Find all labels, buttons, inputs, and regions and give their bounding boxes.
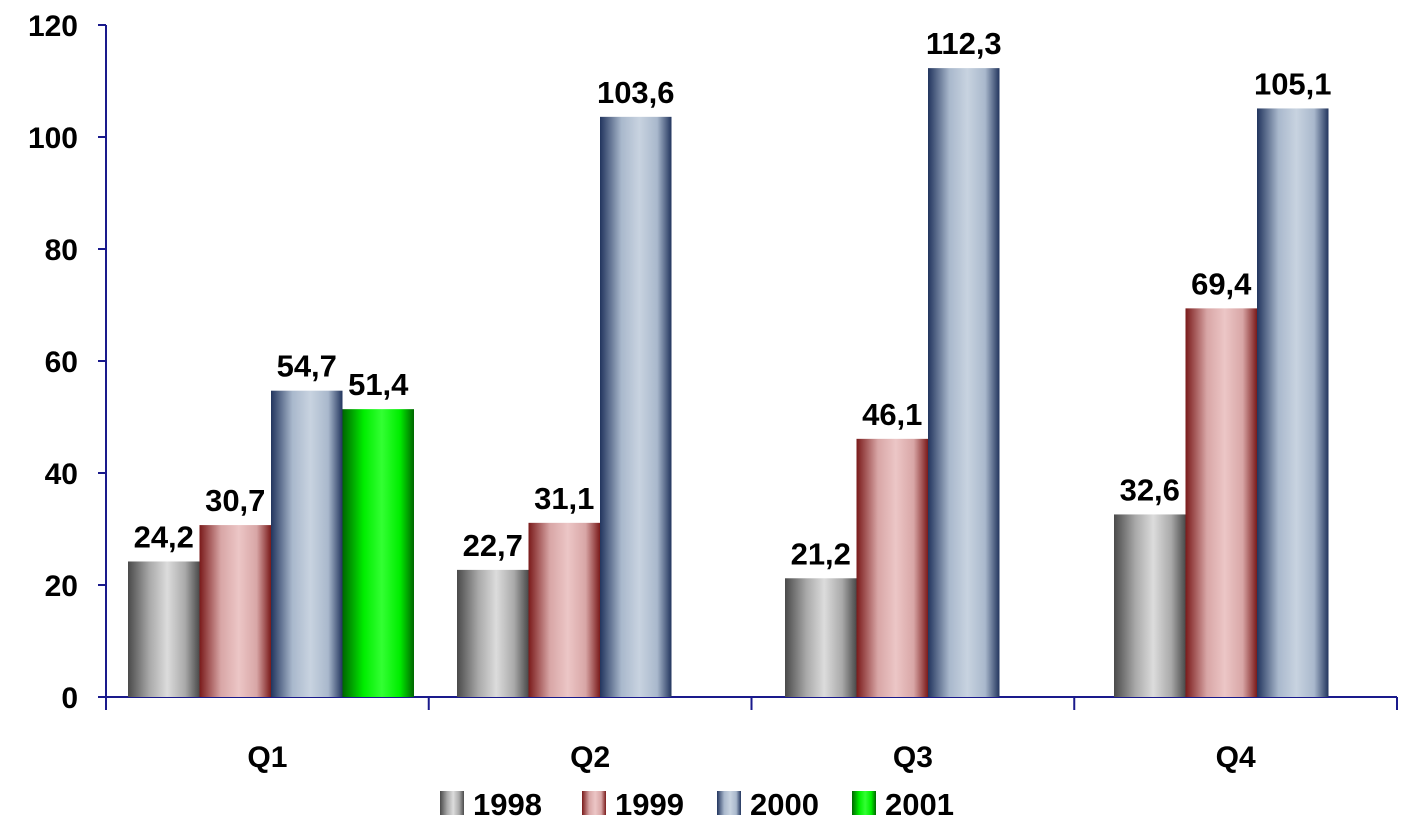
data-labels: 24,2 22,7 21,2 32,6 30,7 31,1 46,1 69,4 54,7 103,… [134, 26, 1332, 571]
bar-2000-Q1 [271, 390, 343, 697]
y-tick-label: 100 [28, 122, 78, 155]
legend-label-1998: 1998 [473, 787, 542, 822]
legend-swatch-2000 [717, 791, 741, 815]
bar-1999-Q2 [528, 522, 600, 697]
data-label: 22,7 [463, 528, 523, 563]
bar-2001-Q1 [342, 409, 414, 697]
y-tick-label: 120 [28, 10, 78, 43]
bar-1998-Q2 [457, 569, 529, 697]
legend-swatch-1999 [582, 791, 606, 815]
legend-label-1999: 1999 [615, 787, 684, 822]
data-label: 105,1 [1254, 66, 1332, 101]
y-tick-label: 80 [45, 234, 78, 267]
y-tick-label: 60 [45, 346, 78, 379]
x-tick-label: Q2 [570, 741, 610, 774]
bars [128, 68, 1329, 698]
legend-label-2001: 2001 [885, 787, 954, 822]
bar-2000-Q2 [600, 116, 672, 698]
axes: 0 20 40 60 80 100 120 Q1 Q2 Q3 Q4 [28, 10, 1398, 774]
data-label: 54,7 [277, 349, 337, 384]
data-label: 112,3 [926, 26, 1002, 61]
data-label: 46,1 [862, 397, 922, 432]
y-tick-label: 40 [45, 458, 78, 491]
bar-1998-Q1 [128, 561, 200, 697]
bar-1999-Q4 [1185, 308, 1257, 697]
data-label: 69,4 [1191, 266, 1252, 301]
data-label: 24,2 [134, 519, 194, 554]
x-tick-label: Q4 [1216, 741, 1256, 774]
bar-1998-Q4 [1114, 514, 1186, 697]
legend-label-2000: 2000 [750, 787, 819, 822]
bar-1999-Q3 [856, 438, 928, 697]
legend-swatch-1998 [440, 791, 464, 815]
data-label: 51,4 [348, 367, 409, 402]
y-tick-label: 0 [61, 682, 78, 715]
legend: 1998 1999 2000 2001 [440, 787, 954, 822]
data-label: 30,7 [205, 483, 265, 518]
bar-2000-Q3 [928, 68, 1000, 698]
y-tick-label: 20 [45, 570, 78, 603]
data-label: 31,1 [534, 481, 594, 516]
bar-1999-Q1 [199, 525, 271, 697]
legend-swatch-2001 [852, 791, 876, 815]
data-label: 21,2 [791, 536, 851, 571]
data-label: 32,6 [1120, 472, 1180, 507]
x-tick-label: Q1 [247, 741, 287, 774]
data-label: 103,6 [597, 75, 675, 110]
x-tick-label: Q3 [893, 741, 933, 774]
bar-2000-Q4 [1257, 108, 1329, 697]
bar-1998-Q3 [785, 578, 857, 697]
